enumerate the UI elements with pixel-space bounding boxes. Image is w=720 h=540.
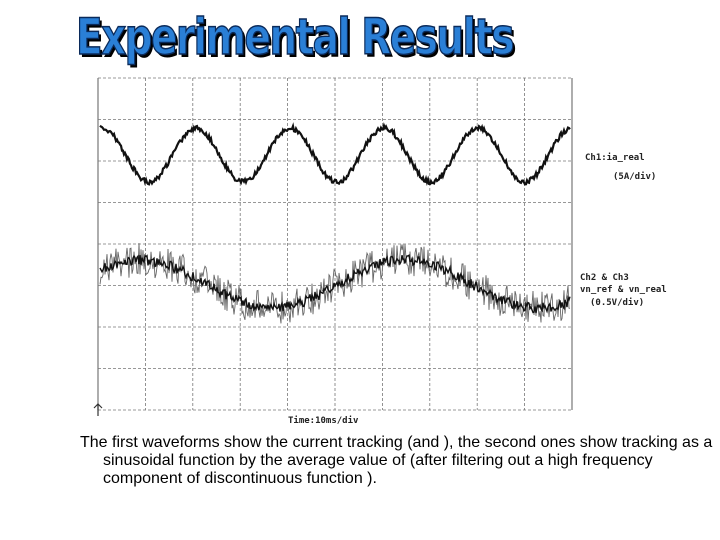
waveforms [99, 122, 571, 324]
ch2-signals: vn_ref & vn_real [580, 285, 667, 295]
ch3-wave [99, 243, 571, 324]
ch2-scale: (0.5V/div) [590, 297, 644, 308]
caption: The first waveforms show the current tra… [80, 434, 713, 487]
ch1-scale: (5A/div) [613, 171, 656, 182]
slide-title: Experimental Results [75, 7, 515, 67]
ch1-label: Ch1:ia_real [585, 152, 645, 163]
scope-grid [97, 77, 573, 411]
ch2-label: Ch2 & Ch3 [580, 273, 629, 283]
ch1-wave [99, 122, 571, 187]
time-scale: Time:10ms/div [288, 415, 359, 426]
ch2-wave [99, 253, 571, 314]
trigger-marker [93, 403, 103, 416]
